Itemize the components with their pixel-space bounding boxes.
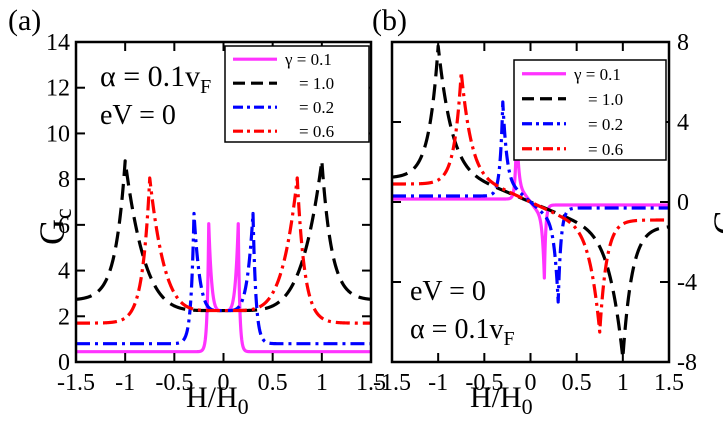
- panel-b: -1.5 -1 -0.5 0 0.5 1 1.5-8 -4 0 4 8 (b) H/H0 Gs eV = 0…: [372, 4, 723, 419]
- y-tick-label: 10: [46, 121, 70, 147]
- y-tick-label: 4: [58, 259, 70, 285]
- y-tick-label: 8: [677, 30, 689, 56]
- y-tick-label: -8: [677, 350, 697, 376]
- x-tick-label: 1: [617, 370, 629, 396]
- x-tick-label: -1: [115, 370, 135, 396]
- x-tick-label: 1: [316, 370, 328, 396]
- legend: γ = 0.1 = 1.0 = 0.2 = 0.6: [513, 59, 667, 161]
- legend-label-2: = 0.2: [299, 98, 334, 117]
- y-axis-label: Gs: [706, 200, 723, 235]
- legend-label-1: = 1.0: [588, 90, 623, 109]
- annotation-1: α = 0.1vF: [410, 314, 515, 350]
- x-tick-label: 0: [218, 370, 230, 396]
- y-tick-label: 2: [58, 304, 70, 330]
- y-tick-label: 0: [677, 190, 689, 216]
- annotation-0: α = 0.1vF: [100, 60, 211, 98]
- series-line-0: [76, 222, 371, 354]
- x-tick-label: -1: [428, 370, 448, 396]
- series-line-1: [76, 159, 371, 313]
- panel-label: (b): [372, 4, 407, 37]
- legend-label-3: = 0.6: [299, 122, 334, 141]
- legend-label-1: = 1.0: [299, 74, 334, 93]
- x-tick-label: 1.5: [356, 370, 386, 396]
- x-tick-label: -0.5: [465, 370, 503, 396]
- x-tick-label: -1.5: [373, 370, 411, 396]
- y-tick-label: 0: [58, 350, 70, 376]
- y-tick-label: 12: [46, 76, 70, 102]
- y-tick-label: 14: [46, 30, 70, 56]
- legend: γ = 0.1 = 1.0 = 0.2 = 0.6: [224, 45, 370, 143]
- annotation-0: eV = 0: [410, 276, 486, 307]
- x-tick-label: -0.5: [155, 370, 193, 396]
- legend-box: [513, 59, 667, 161]
- legend-label-2: = 0.2: [588, 115, 623, 134]
- y-tick-label: -4: [677, 270, 697, 296]
- x-tick-label: 0.5: [562, 370, 592, 396]
- x-tick-label: 0.5: [258, 370, 288, 396]
- panel-label: (a): [8, 4, 41, 37]
- x-tick-label: -1.5: [57, 370, 95, 396]
- x-tick-label: 1.5: [654, 370, 684, 396]
- legend-box: [224, 45, 370, 143]
- series-line-2: [76, 211, 371, 346]
- y-tick-label: 6: [58, 213, 70, 239]
- annotation-1: eV = 0: [100, 100, 176, 131]
- series-line-3: [392, 70, 669, 334]
- y-tick-label: 4: [677, 110, 689, 136]
- x-axis-label: H/H0: [186, 381, 249, 419]
- panel-a: -1.5 -1 -0.5 0 0.5 1 1.5 0 2 4 6 8 10 12 14(a) H/H0 Gc α …: [8, 4, 386, 419]
- series-line-3: [76, 176, 371, 325]
- y-axis-label: Gc: [32, 208, 77, 245]
- legend-label-0: γ = 0.1: [573, 65, 621, 84]
- legend-label-3: = 0.6: [588, 140, 623, 159]
- legend-label-0: γ = 0.1: [284, 50, 332, 69]
- y-tick-label: 8: [58, 167, 70, 193]
- plot-area: [76, 159, 371, 354]
- x-axis-label: H/H0: [470, 381, 533, 419]
- series-line-2: [392, 100, 669, 304]
- x-tick-label: 0: [525, 370, 537, 396]
